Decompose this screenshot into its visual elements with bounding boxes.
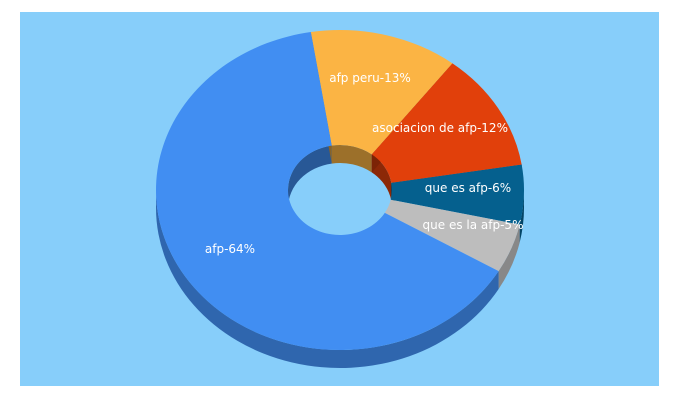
donut-chart: afp peru-13% asociacion de afp-12% que es … — [156, 29, 524, 369]
slice-label-0: afp peru-13% — [329, 71, 411, 85]
slice-side-2 — [519, 190, 524, 243]
slice-4 — [156, 32, 499, 350]
slice-label-2: que es afp-6% — [425, 181, 511, 195]
slice-label-4: afp-64% — [205, 242, 255, 256]
slice-inner-wall-0 — [331, 145, 372, 173]
slice-label-3: que es la afp-5% — [423, 218, 524, 232]
chart-panel: afp peru-13% asociacion de afp-12% que es … — [20, 12, 659, 386]
slice-0 — [310, 29, 453, 155]
slice-3 — [384, 199, 520, 272]
slice-2 — [390, 164, 524, 225]
slice-inner-wall-4 — [288, 145, 332, 208]
slice-1 — [371, 63, 522, 183]
slice-labels: afp peru-13% asociacion de afp-12% que es … — [205, 71, 524, 256]
slice-label-1: asociacion de afp-12% — [372, 121, 508, 135]
donut-top — [156, 29, 524, 350]
donut-depth — [156, 190, 524, 369]
slice-side-3 — [498, 224, 520, 290]
